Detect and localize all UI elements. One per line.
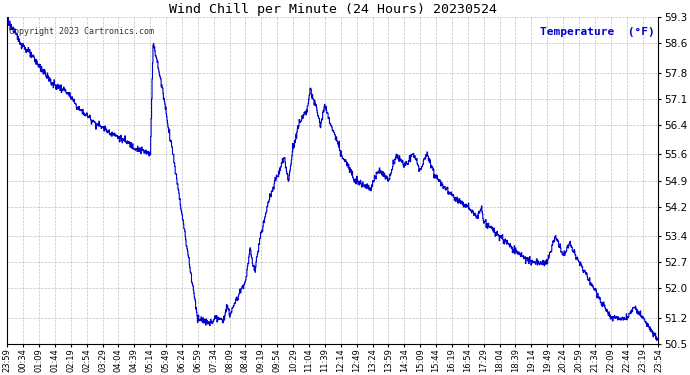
Text: Copyright 2023 Cartronics.com: Copyright 2023 Cartronics.com [8,27,154,36]
Text: Temperature  (°F): Temperature (°F) [540,27,655,37]
Title: Wind Chill per Minute (24 Hours) 20230524: Wind Chill per Minute (24 Hours) 2023052… [169,3,497,16]
